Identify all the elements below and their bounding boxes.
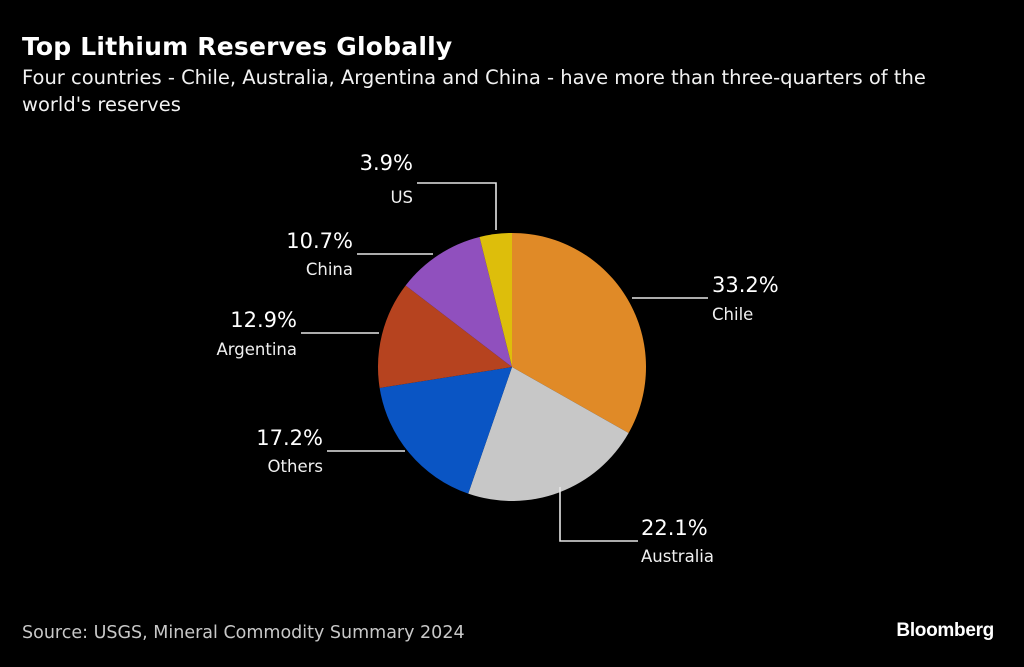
slice-labels: 33.2% Chile 22.1% Australia 17.2% Others 12.9%… [217,151,779,566]
pie-slices [377,233,646,501]
value-label-australia: 22.1% [641,516,708,540]
pie-slice-chile [512,233,646,434]
category-label-chile: Chile [712,305,753,324]
category-label-us: US [390,188,413,207]
leader-line-us [417,182,497,230]
value-label-us: 3.9% [360,151,413,175]
category-label-others: Others [268,457,323,476]
chart-title: Top Lithium Reserves Globally [22,32,453,61]
value-label-others: 17.2% [256,426,323,450]
pie-slice-others [379,367,512,494]
category-label-china: China [306,260,353,279]
value-label-chile: 33.2% [712,273,779,297]
chart-subtitle: Four countries - Chile, Australia, Argen… [22,66,926,116]
pie-slice-australia [468,367,629,501]
pie-slice-argentina [377,285,512,388]
bloomberg-logo: Bloomberg [896,620,994,641]
value-label-argentina: 12.9% [230,308,297,332]
category-label-argentina: Argentina [217,340,298,359]
pie-slice-us [479,233,512,367]
pie-slice-china [405,237,512,367]
source-note: Source: USGS, Mineral Commodity Summary … [22,623,465,643]
category-label-australia: Australia [641,547,714,566]
leader-lines [301,182,708,542]
leader-line-australia [559,487,638,542]
value-label-china: 10.7% [286,229,353,253]
